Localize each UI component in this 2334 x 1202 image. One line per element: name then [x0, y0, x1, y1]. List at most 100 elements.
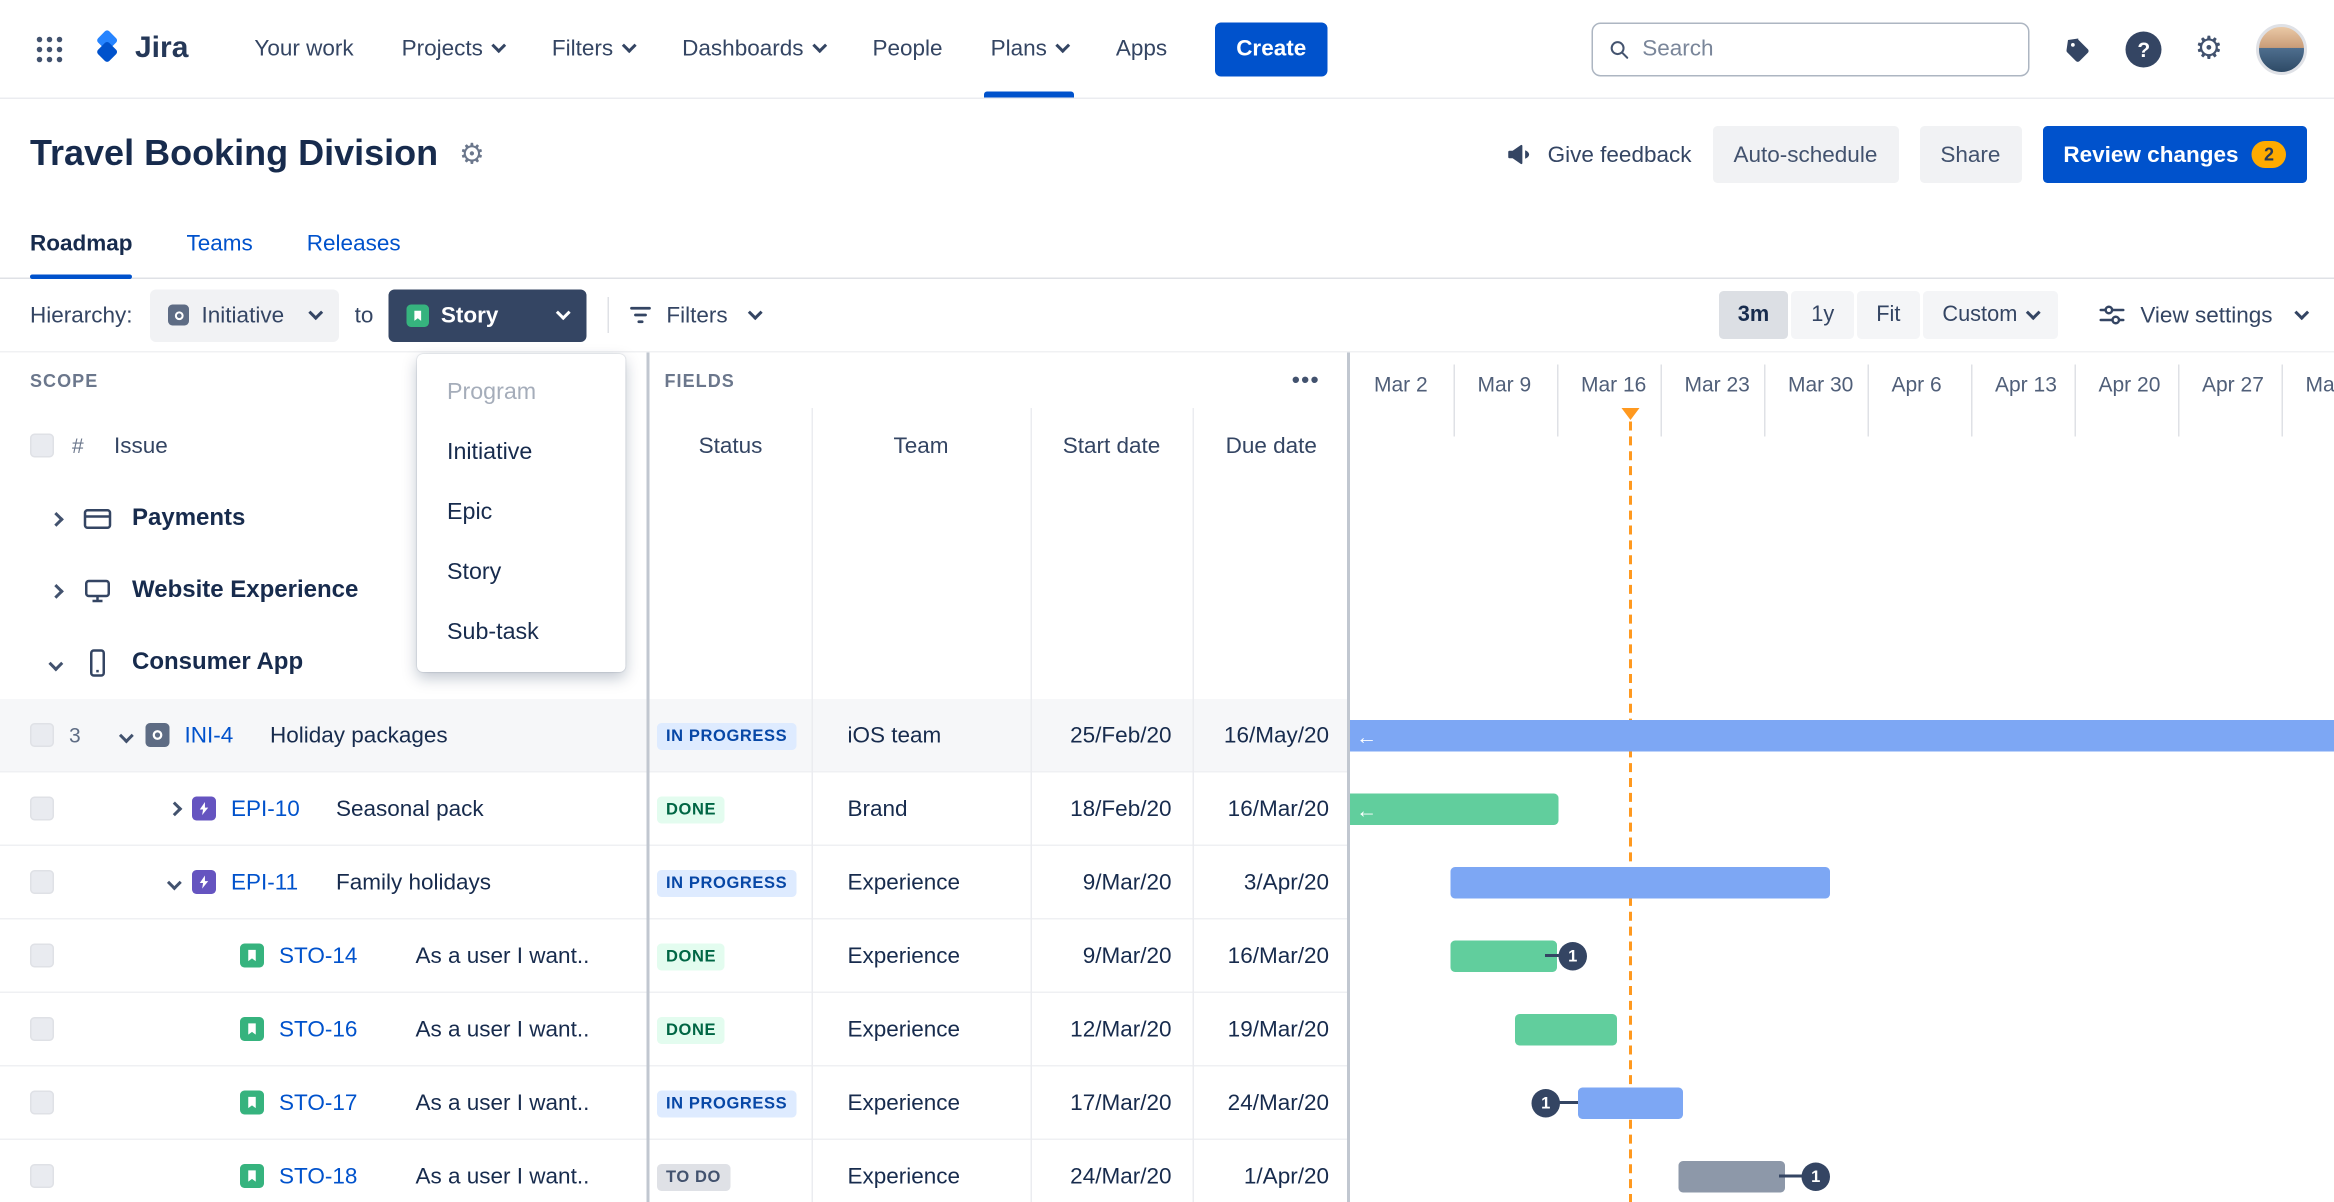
row-checkbox[interactable]	[30, 1017, 54, 1041]
review-changes-button[interactable]: Review changes 2	[2042, 126, 2307, 183]
tab-teams[interactable]: Teams	[186, 231, 253, 257]
expand-chevron[interactable]	[30, 584, 83, 598]
issue-key-link[interactable]: INI-4	[184, 722, 234, 748]
team-cell[interactable]: Experience	[847, 942, 961, 969]
timeframe-1y[interactable]: 1y	[1791, 291, 1854, 339]
row-checkbox[interactable]	[30, 1090, 54, 1115]
team-cell[interactable]: Experience	[847, 1016, 961, 1042]
row-checkbox[interactable]	[30, 796, 54, 821]
dependency-count-badge[interactable]: 1	[1531, 1089, 1560, 1118]
issue-key-link[interactable]: STO-17	[279, 1089, 358, 1116]
start-date-cell[interactable]: 17/Mar/20	[1070, 1089, 1172, 1116]
team-cell[interactable]: iOS team	[847, 722, 942, 748]
issue-key-link[interactable]: STO-16	[279, 1016, 358, 1042]
team-cell[interactable]: Experience	[847, 1163, 961, 1189]
menu-item-sub-task[interactable]: Sub-task	[447, 619, 539, 646]
start-date-cell[interactable]: 24/Mar/20	[1070, 1163, 1172, 1189]
dependency-count-badge[interactable]: 1	[1558, 942, 1587, 971]
collapse-chevron[interactable]	[108, 728, 146, 742]
auto-schedule-button[interactable]: Auto-schedule	[1712, 126, 1899, 183]
app-switcher-icon[interactable]	[24, 23, 75, 74]
status-badge[interactable]: DONE	[657, 942, 726, 970]
issue-key-link[interactable]: EPI-11	[231, 869, 299, 895]
nav-your-work[interactable]: Your work	[230, 0, 377, 98]
dependency-count-badge[interactable]: 1	[1801, 1162, 1830, 1191]
user-avatar[interactable]	[2256, 23, 2307, 75]
row-checkbox[interactable]	[30, 723, 54, 747]
group-row-consumer-app[interactable]: Consumer App	[0, 627, 647, 699]
start-date-cell[interactable]: 9/Mar/20	[1082, 942, 1172, 969]
menu-item-initiative[interactable]: Initiative	[447, 439, 533, 466]
jira-logo[interactable]: Jira	[87, 29, 188, 68]
due-date-cell[interactable]: 16/Mar/20	[1227, 942, 1329, 969]
hierarchy-to-dropdown[interactable]: Story	[388, 288, 587, 342]
share-button[interactable]: Share	[1919, 126, 2022, 183]
status-badge[interactable]: IN PROGRESS	[657, 869, 797, 897]
plan-settings-gear-icon[interactable]: ⚙	[459, 138, 485, 171]
group-row-website-experience[interactable]: Website Experience	[0, 555, 647, 627]
status-badge[interactable]: IN PROGRESS	[657, 722, 797, 750]
row-checkbox[interactable]	[30, 1164, 54, 1188]
status-badge[interactable]: DONE	[657, 1016, 726, 1044]
expand-chevron[interactable]	[30, 512, 83, 526]
start-date-cell[interactable]: 9/Mar/20	[1082, 869, 1172, 895]
fields-more-icon[interactable]: •••	[1291, 367, 1320, 394]
timeframe-3m[interactable]: 3m	[1718, 291, 1789, 339]
filters-button[interactable]: Filters	[627, 302, 763, 329]
team-cell[interactable]: Experience	[847, 869, 961, 895]
expand-chevron[interactable]	[158, 801, 193, 816]
start-date-cell[interactable]: 12/Mar/20	[1070, 1016, 1172, 1042]
view-settings-button[interactable]: View settings	[2097, 300, 2310, 330]
tag-icon[interactable]	[2063, 34, 2093, 64]
nav-dashboards[interactable]: Dashboards	[658, 0, 848, 98]
nav-label: Dashboards	[682, 36, 804, 62]
hierarchy-from-dropdown[interactable]: Initiative	[150, 288, 340, 342]
nav-filters[interactable]: Filters	[528, 0, 658, 98]
team-cell[interactable]: Brand	[847, 795, 908, 822]
due-date-cell[interactable]: 19/Mar/20	[1227, 1016, 1329, 1042]
team-cell[interactable]: Experience	[847, 1089, 961, 1116]
tab-releases[interactable]: Releases	[306, 231, 401, 257]
search-input[interactable]	[1642, 36, 2014, 62]
week-label: Apr 27	[2202, 372, 2264, 396]
nav-apps[interactable]: Apps	[1092, 0, 1191, 98]
row-checkbox[interactable]	[30, 870, 54, 894]
create-button[interactable]: Create	[1215, 21, 1328, 76]
due-date-cell[interactable]: 24/Mar/20	[1227, 1089, 1329, 1116]
help-icon[interactable]: ?	[2125, 30, 2162, 67]
tab-roadmap[interactable]: Roadmap	[30, 210, 134, 279]
gantt-bar-sto-16[interactable]	[1515, 1014, 1617, 1046]
gantt-bar-sto-18[interactable]	[1678, 1161, 1785, 1193]
timeframe-custom[interactable]: Custom	[1922, 291, 2058, 339]
nav-plans[interactable]: Plans	[967, 0, 1092, 98]
nav-people[interactable]: People	[849, 0, 967, 98]
status-badge[interactable]: DONE	[657, 795, 726, 823]
due-date-cell[interactable]: 16/Mar/20	[1227, 795, 1329, 822]
issue-key-link[interactable]: STO-18	[279, 1163, 358, 1189]
start-date-cell[interactable]: 25/Feb/20	[1070, 722, 1172, 748]
timeframe-fit[interactable]: Fit	[1856, 291, 1920, 339]
menu-item-story[interactable]: Story	[447, 559, 502, 586]
status-badge[interactable]: TO DO	[657, 1163, 730, 1191]
due-date-cell[interactable]: 16/May/20	[1223, 722, 1329, 748]
nav-projects[interactable]: Projects	[378, 0, 528, 98]
select-all-checkbox[interactable]	[30, 433, 54, 458]
issue-key-link[interactable]: STO-14	[279, 942, 358, 969]
issue-key-link[interactable]: EPI-10	[231, 795, 300, 822]
status-badge[interactable]: IN PROGRESS	[657, 1089, 797, 1117]
row-checkbox[interactable]	[30, 943, 54, 968]
group-row-payments[interactable]: Payments	[0, 483, 647, 555]
gantt-bar-sto-17[interactable]	[1578, 1087, 1683, 1119]
gantt-bar-ini-4[interactable]: ←	[1350, 720, 2334, 752]
due-date-cell[interactable]: 3/Apr/20	[1243, 869, 1329, 895]
start-date-cell[interactable]: 18/Feb/20	[1070, 795, 1172, 822]
give-feedback-button[interactable]: Give feedback	[1504, 140, 1691, 170]
collapse-chevron[interactable]	[158, 875, 193, 889]
gantt-bar-sto-14[interactable]	[1450, 940, 1557, 972]
gantt-bar-epi-10[interactable]: ←	[1350, 793, 1559, 825]
settings-gear-icon[interactable]: ⚙	[2194, 31, 2223, 66]
gantt-bar-epi-11[interactable]	[1450, 867, 1830, 899]
menu-item-epic[interactable]: Epic	[447, 499, 493, 526]
due-date-cell[interactable]: 1/Apr/20	[1243, 1163, 1329, 1189]
collapse-chevron[interactable]	[30, 656, 83, 670]
